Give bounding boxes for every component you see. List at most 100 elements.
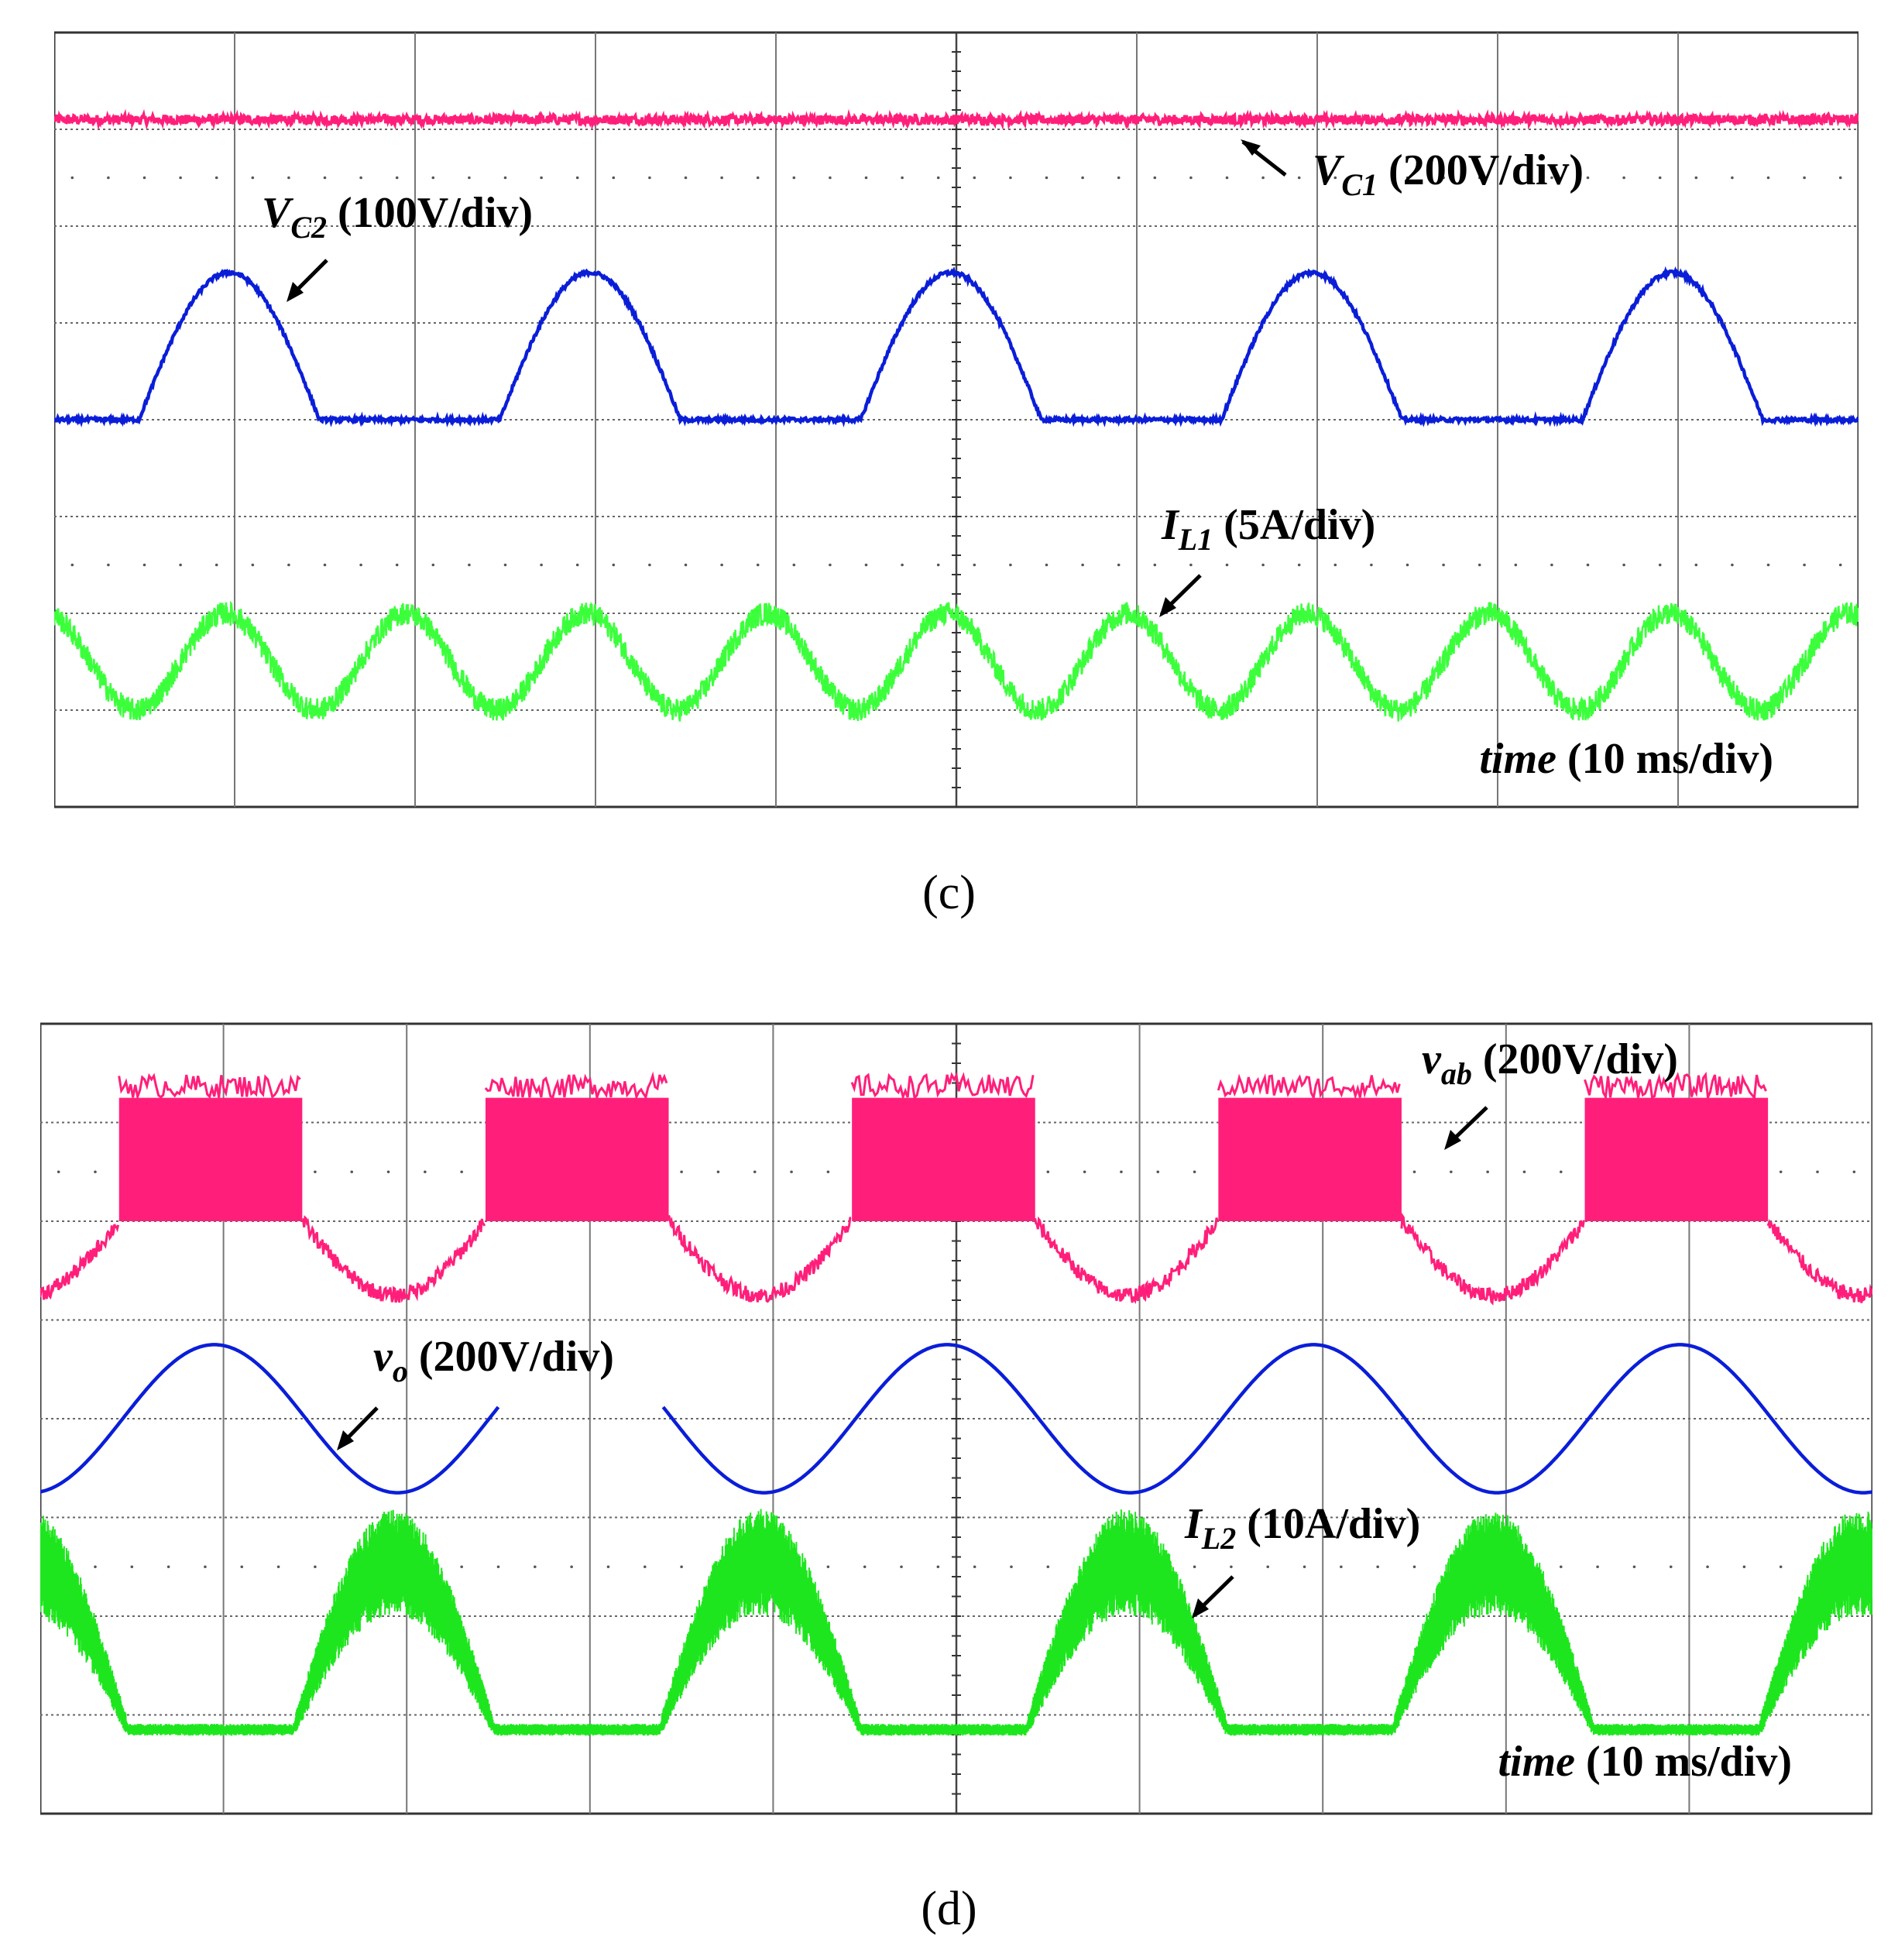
- grid-dot: [720, 176, 723, 180]
- grid-dot: [395, 176, 399, 180]
- grid-dot: [1442, 176, 1445, 180]
- grid-dot: [792, 176, 796, 180]
- grid-dot: [1731, 563, 1734, 567]
- trace-vc1: [54, 108, 1859, 131]
- grid-dot: [1486, 1170, 1489, 1174]
- grid-dot: [643, 1565, 647, 1569]
- grid-dot: [57, 1170, 60, 1174]
- grid-dot: [251, 176, 255, 180]
- grid-dot: [1706, 1565, 1709, 1569]
- grid-dot: [540, 176, 543, 180]
- grid-dot: [431, 563, 435, 567]
- trace-vab: [1400, 1212, 1585, 1306]
- grid-dot: [1622, 563, 1625, 567]
- arrowhead-vc2: [287, 282, 304, 302]
- label-il2: IL2 (10A/div): [1184, 1500, 1420, 1556]
- grid-dot: [1083, 1170, 1086, 1174]
- grid-dot: [314, 1565, 317, 1569]
- grid-dot: [70, 176, 74, 180]
- grid-dot: [1766, 176, 1770, 180]
- arrowhead-vab: [1444, 1130, 1461, 1150]
- grid-dot: [1261, 176, 1265, 180]
- grid-dot: [1694, 563, 1698, 567]
- trace-vab-pulse: [1584, 1097, 1769, 1221]
- grid-dot: [1297, 176, 1301, 180]
- grid-dot: [179, 176, 182, 180]
- grid-dot: [1261, 563, 1265, 567]
- grid-dot: [323, 563, 327, 567]
- grid-dot: [1816, 1170, 1819, 1174]
- grid-dot: [864, 563, 868, 567]
- grid-dot: [716, 1170, 720, 1174]
- grid-dot: [215, 563, 218, 567]
- grid-dot: [1766, 563, 1770, 567]
- grid-dot: [1117, 563, 1121, 567]
- trace-vab-pulse: [852, 1097, 1035, 1221]
- grid-dot: [570, 1565, 573, 1569]
- grid-dot: [826, 1565, 830, 1569]
- grid-dot: [1550, 176, 1553, 180]
- grid-dot: [359, 563, 362, 567]
- grid-dot: [534, 1565, 537, 1569]
- grid-dot: [1779, 1170, 1783, 1174]
- grid-dot: [1266, 1565, 1270, 1569]
- grid-dot: [107, 176, 110, 180]
- trace-vab-ripple: [850, 1072, 1035, 1101]
- grid-dot: [1081, 176, 1084, 180]
- trace-il1: [54, 600, 1859, 722]
- label-vc2: VC2 (100V/div): [262, 189, 533, 245]
- grid-dot: [1045, 176, 1049, 180]
- trace-vab-ripple: [1584, 1071, 1767, 1102]
- grid-dot: [1153, 176, 1157, 180]
- grid-dot: [166, 1565, 170, 1569]
- grid-dot: [1803, 176, 1806, 180]
- grid-dot: [1081, 563, 1084, 567]
- grid-dot: [864, 176, 868, 180]
- trace-vab: [302, 1215, 486, 1303]
- grid-dot: [936, 176, 940, 180]
- grid-dot: [973, 563, 976, 567]
- grid-dot: [1596, 1565, 1599, 1569]
- grid-dot: [1694, 176, 1698, 180]
- grid-dot: [1405, 176, 1409, 180]
- grid-dot: [756, 176, 760, 180]
- trace-vab-pulse: [1218, 1097, 1402, 1221]
- label-il1: IL1 (5A/div): [1161, 501, 1375, 557]
- grid-dot: [107, 563, 110, 567]
- grid-dot: [829, 563, 832, 567]
- grid-dot: [314, 1170, 317, 1174]
- grid-dot: [684, 563, 688, 567]
- arrowhead-vc1: [1241, 139, 1261, 156]
- grid-dot: [756, 563, 760, 567]
- grid-dot: [1478, 176, 1481, 180]
- grid-dot: [648, 563, 651, 567]
- trace-vab-ripple: [1217, 1073, 1401, 1101]
- grid-dot: [386, 1170, 390, 1174]
- grid-dot: [1669, 1565, 1673, 1569]
- grid-dot: [1622, 176, 1625, 180]
- grid-dot: [1658, 563, 1662, 567]
- grid-dot: [900, 1565, 903, 1569]
- arrowhead-vo: [337, 1430, 354, 1450]
- grid-dot: [395, 563, 399, 567]
- grid-dot: [1742, 1565, 1746, 1569]
- grid-dot: [720, 563, 723, 567]
- grid-dot: [1120, 1170, 1123, 1174]
- grid-dot: [1412, 1170, 1416, 1174]
- grid-dot: [680, 1565, 683, 1569]
- grid-dot: [1450, 1170, 1453, 1174]
- grid-dot: [901, 176, 904, 180]
- grid-dot: [648, 176, 651, 180]
- grid-dot: [130, 1565, 134, 1569]
- grid-dot: [1046, 1565, 1050, 1569]
- scope-panel-d: C2C3C4 vab(200V/div) vo(200V/div) IL2(10…: [40, 1021, 1872, 1818]
- grid-dot: [1189, 176, 1193, 180]
- trace-vc2: [54, 266, 1859, 428]
- grid-dot: [936, 563, 940, 567]
- grid-dot: [1779, 1565, 1783, 1569]
- grid-dot: [94, 1170, 97, 1174]
- grid-dot: [1153, 563, 1157, 567]
- grid-dot: [1009, 563, 1012, 567]
- grid-dot: [1230, 1565, 1233, 1569]
- grid-dot: [460, 1170, 463, 1174]
